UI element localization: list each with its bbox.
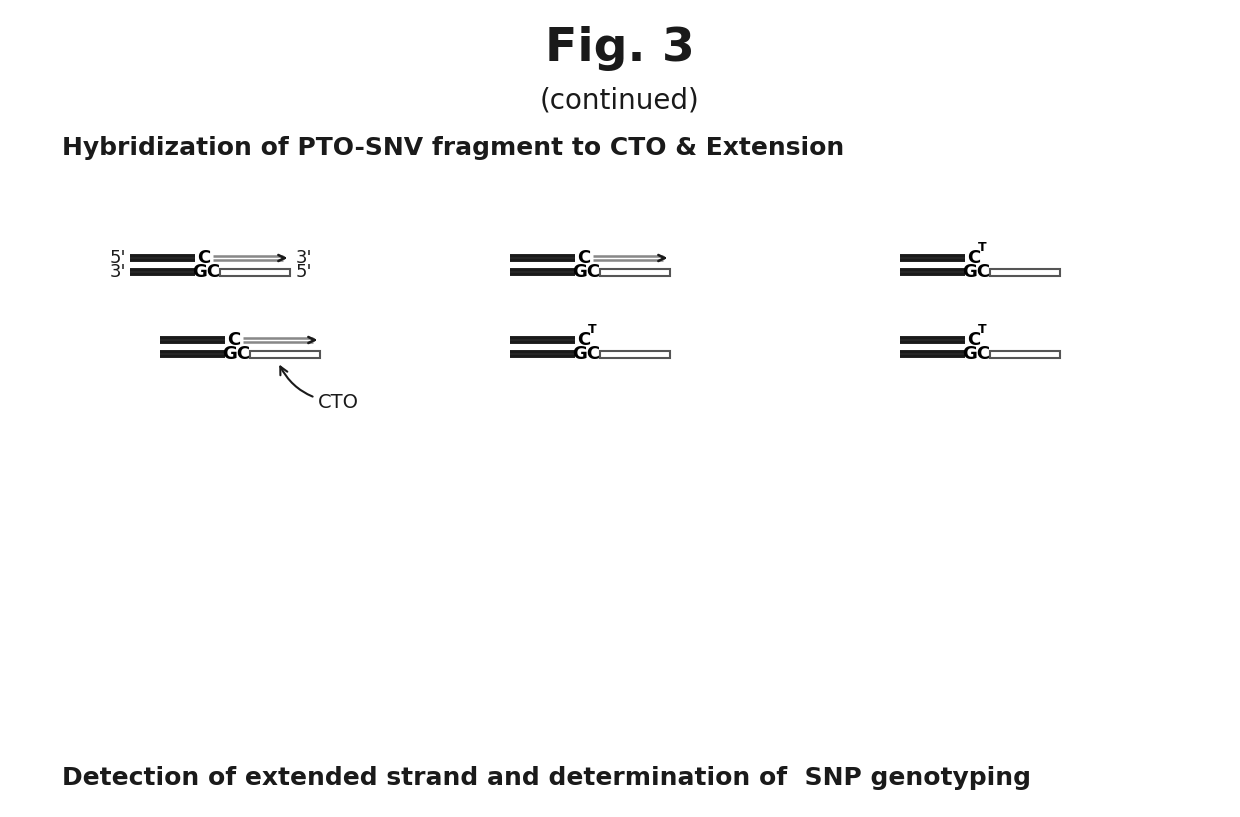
Text: GC: GC — [192, 263, 219, 281]
Text: Detection of extended strand and determination of  SNP genotyping: Detection of extended strand and determi… — [62, 766, 1030, 790]
Text: 3': 3' — [109, 263, 126, 281]
Text: CTO: CTO — [280, 367, 360, 412]
Text: 5': 5' — [296, 263, 312, 281]
Bar — [990, 350, 1060, 358]
Text: GC: GC — [222, 345, 250, 363]
Text: T: T — [977, 323, 986, 336]
Text: (continued): (continued) — [541, 86, 699, 114]
Text: C: C — [967, 331, 981, 349]
Text: GC: GC — [962, 345, 990, 363]
Bar — [250, 350, 320, 358]
Text: C: C — [578, 331, 590, 349]
Text: GC: GC — [962, 263, 990, 281]
Bar — [600, 269, 670, 275]
Text: C: C — [227, 331, 241, 349]
Text: Fig. 3: Fig. 3 — [546, 25, 694, 70]
Text: C: C — [197, 249, 211, 267]
Bar — [990, 269, 1060, 275]
Text: C: C — [578, 249, 590, 267]
Text: C: C — [967, 249, 981, 267]
Text: GC: GC — [572, 345, 600, 363]
Text: GC: GC — [572, 263, 600, 281]
Text: 3': 3' — [296, 249, 312, 267]
Text: Hybridization of PTO-SNV fragment to CTO & Extension: Hybridization of PTO-SNV fragment to CTO… — [62, 136, 844, 160]
Bar — [600, 350, 670, 358]
Bar — [219, 269, 290, 275]
Text: T: T — [588, 323, 596, 336]
Text: T: T — [977, 240, 986, 253]
Text: 5': 5' — [109, 249, 126, 267]
